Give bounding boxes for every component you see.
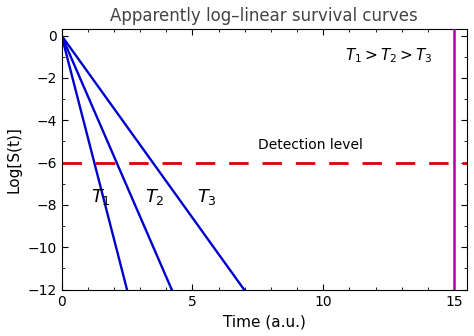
Text: $\mathit{T}_{1}$: $\mathit{T}_{1}$ [91,186,111,207]
Text: $\mathit{T}_1 > \mathit{T}_2 > \mathit{T}_3$: $\mathit{T}_1 > \mathit{T}_2 > \mathit{T… [345,46,432,65]
X-axis label: Time (a.u.): Time (a.u.) [223,314,306,329]
Title: Apparently log–linear survival curves: Apparently log–linear survival curves [110,7,418,25]
Text: $\mathit{T}_{2}$: $\mathit{T}_{2}$ [145,186,164,207]
Text: $\mathit{T}_{3}$: $\mathit{T}_{3}$ [197,186,217,207]
Y-axis label: Log[S(t)]: Log[S(t)] [7,126,22,193]
Text: Detection level: Detection level [258,138,363,152]
